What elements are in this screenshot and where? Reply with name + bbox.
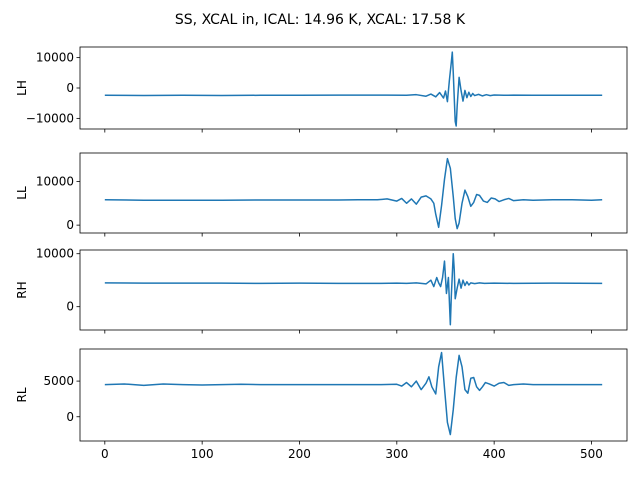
y-tick-label: 10000: [36, 174, 74, 188]
x-tick-label: 0: [101, 447, 109, 461]
y-tick-label: 10000: [36, 247, 74, 261]
x-tick-label: 500: [580, 447, 603, 461]
series-line-lh: [104, 51, 603, 127]
y-tick-label: 0: [66, 300, 74, 314]
y-tick-label: 0: [66, 81, 74, 95]
y-axis-label: LH: [15, 80, 29, 96]
subplot-rh: 0 10000 RH: [15, 247, 628, 334]
y-tick-label: 0: [66, 218, 74, 232]
subplot-group: −10000 0 10000 LH 0 10000 LL 0 10000 RH 0 5000 0 100 2…: [15, 46, 628, 461]
y-axis-label: RH: [15, 281, 29, 298]
axes-frame: [79, 249, 628, 331]
subplot-lh: −10000 0 10000 LH: [15, 46, 628, 133]
y-tick-label: −10000: [26, 111, 74, 125]
y-tick-label: 5000: [43, 374, 74, 388]
series-line-rl: [104, 351, 603, 436]
y-tick-label: 10000: [36, 51, 74, 65]
subplot-ll: 0 10000 LL: [15, 152, 628, 237]
series-line-ll: [104, 157, 603, 230]
x-tick-label: 200: [288, 447, 311, 461]
series-line-rh: [104, 252, 603, 326]
figure-title: SS, XCAL in, ICAL: 14.96 K, XCAL: 17.58 …: [175, 12, 466, 28]
y-axis-label: LL: [15, 186, 29, 200]
y-axis-label: RL: [15, 387, 29, 402]
y-tick-label: 0: [66, 410, 74, 424]
axes-frame: [79, 152, 628, 234]
axes-frame: [79, 348, 628, 442]
x-tick-label: 400: [483, 447, 506, 461]
x-tick-label: 300: [385, 447, 408, 461]
x-tick-label: 100: [191, 447, 214, 461]
subplot-rl: 0 5000 0 100 200 300 400 500 RL: [15, 348, 628, 461]
